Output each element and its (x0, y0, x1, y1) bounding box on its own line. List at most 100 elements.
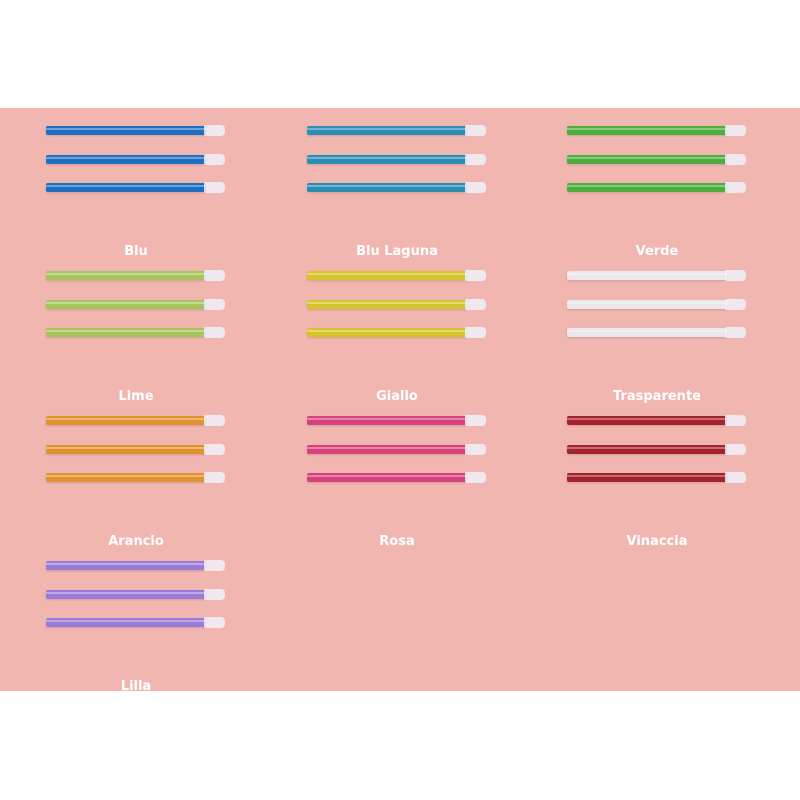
straw (567, 182, 747, 193)
straw-tip (204, 472, 225, 483)
straw-tube (307, 445, 467, 454)
straw-tip (204, 327, 225, 338)
straw-tip (465, 154, 486, 165)
straw (307, 472, 487, 483)
straw-tip (725, 444, 746, 455)
straw-tube (567, 473, 727, 482)
straw-tube (307, 300, 467, 309)
swatch-blu-laguna: Blu Laguna (307, 125, 487, 259)
straw (307, 415, 487, 426)
straw (567, 444, 747, 455)
straw-tube (46, 618, 206, 627)
straw-tube (307, 328, 467, 337)
straw-tip (465, 270, 486, 281)
straw-tip (725, 125, 746, 136)
straw-tip (465, 182, 486, 193)
swatch-lilla: Lilla (46, 560, 226, 694)
straw (46, 472, 226, 483)
straw-tip (465, 327, 486, 338)
swatch-label: Giallo (376, 389, 418, 404)
straw (46, 182, 226, 193)
straw-tip (465, 125, 486, 136)
straw-tube (307, 126, 467, 135)
straw-tip (465, 299, 486, 310)
straw-tip (204, 617, 225, 628)
straw-tube (46, 445, 206, 454)
straw-tube (307, 183, 467, 192)
straw-tip (204, 560, 225, 571)
straw-tip (204, 182, 225, 193)
swatch-lime: Lime (46, 270, 226, 404)
straw (46, 327, 226, 338)
straw-tube (567, 155, 727, 164)
straw-tip (204, 299, 225, 310)
straw (307, 270, 487, 281)
swatch-label: Lilla (120, 679, 152, 694)
straw-tip (465, 472, 486, 483)
straw-tip (204, 125, 225, 136)
straw-tube (307, 473, 467, 482)
swatch-label: Blu Laguna (356, 244, 438, 259)
straw (307, 299, 487, 310)
straw-tip (725, 299, 746, 310)
straw (307, 154, 487, 165)
straw (307, 125, 487, 136)
swatch-arancio: Arancio (46, 415, 226, 549)
swatch-vinaccia: Vinaccia (567, 415, 747, 549)
straw (567, 472, 747, 483)
swatch-giallo: Giallo (307, 270, 487, 404)
straw (46, 299, 226, 310)
straw-tube (567, 445, 727, 454)
straw-tube (307, 271, 467, 280)
straw-tube (567, 271, 727, 280)
straw (46, 154, 226, 165)
straw-tip (725, 154, 746, 165)
straw-tube (46, 473, 206, 482)
straw-tip (204, 270, 225, 281)
straw-tube (46, 328, 206, 337)
straw (46, 270, 226, 281)
swatch-label: Blu (124, 244, 148, 259)
straw-tube (46, 183, 206, 192)
swatch-label: Arancio (108, 534, 164, 549)
straw (567, 327, 747, 338)
swatch-blu: Blu (46, 125, 226, 259)
straw-tube (46, 416, 206, 425)
straw-tip (725, 327, 746, 338)
straw-tip (725, 415, 746, 426)
straw (46, 589, 226, 600)
straw-tube (307, 155, 467, 164)
straw-tube (567, 183, 727, 192)
swatch-trasparente: Trasparente (567, 270, 747, 404)
straw-tube (46, 155, 206, 164)
straw (46, 125, 226, 136)
straw-tube (567, 126, 727, 135)
straw-tube (307, 416, 467, 425)
swatch-verde: Verde (567, 125, 747, 259)
swatch-label: Rosa (379, 534, 415, 549)
straw-tip (204, 415, 225, 426)
straw-tube (567, 300, 727, 309)
swatch-label: Lime (118, 389, 154, 404)
straw-tube (567, 416, 727, 425)
straw-tip (204, 589, 225, 600)
straw-tube (46, 126, 206, 135)
straw-tip (725, 270, 746, 281)
straw-tip (465, 444, 486, 455)
straw (307, 444, 487, 455)
straw (567, 270, 747, 281)
straw (46, 444, 226, 455)
straw (567, 299, 747, 310)
color-swatch-panel: Blu Blu Laguna Verde Lime Giallo Trasparente A… (0, 108, 800, 694)
straw-tip (204, 444, 225, 455)
straw-tip (204, 154, 225, 165)
straw (567, 415, 747, 426)
straw-tube (46, 590, 206, 599)
straw (46, 560, 226, 571)
straw-tip (725, 182, 746, 193)
straw-tube (46, 271, 206, 280)
straw-tip (465, 415, 486, 426)
straw (46, 415, 226, 426)
straw (567, 154, 747, 165)
straw (307, 182, 487, 193)
